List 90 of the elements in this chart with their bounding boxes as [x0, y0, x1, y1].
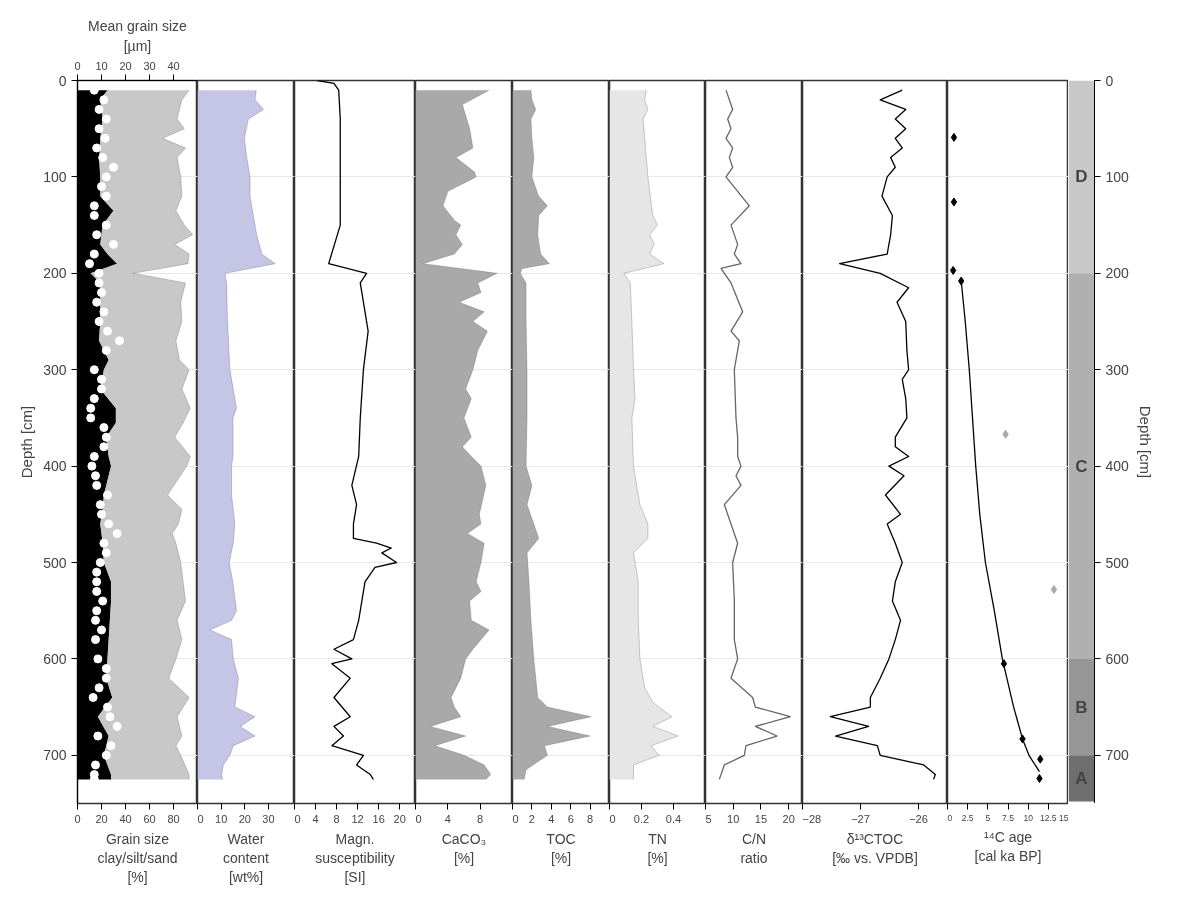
point — [950, 197, 958, 207]
x-tick-label: 4 — [312, 812, 319, 825]
y-tick-label: 700 — [43, 747, 67, 764]
y-tick-label: 0 — [58, 72, 67, 89]
x-tick-label: −27 — [851, 812, 870, 825]
point — [1050, 584, 1058, 594]
x-tick-label: 0 — [294, 812, 301, 825]
x-tick-label: 10 — [1023, 812, 1034, 823]
x2-tick-label: 20 — [119, 59, 132, 72]
point — [1036, 773, 1043, 783]
y-tick-label: 400 — [43, 458, 67, 475]
x2-tick-label: 30 — [143, 59, 156, 72]
y-tick-label: 600 — [1105, 650, 1130, 667]
series-label: B — [1075, 697, 1088, 717]
x-tick-label: 0 — [609, 812, 616, 825]
x-tick-label: 15 — [754, 812, 768, 825]
y-tick-label: 600 — [43, 650, 67, 667]
y-tick-label: 0 — [1105, 72, 1114, 89]
x-tick-label: 80 — [167, 812, 180, 825]
point — [949, 265, 957, 275]
x-tick-label: 30 — [262, 812, 275, 825]
point — [1002, 429, 1009, 439]
bar — [1068, 658, 1095, 756]
y-tick-label: 200 — [43, 265, 67, 282]
x-tick-label: 0 — [512, 812, 519, 825]
bar — [1068, 80, 1095, 274]
point — [1000, 659, 1008, 669]
y-tick-label: 500 — [43, 554, 67, 571]
bar — [1068, 755, 1095, 802]
x-tick-label: 2.5 — [961, 812, 974, 823]
x-tick-label: 0 — [74, 812, 81, 825]
y-axis-title: Depth [cm] — [18, 405, 36, 479]
y-tick-label: 300 — [43, 361, 67, 378]
x-axis-title: Grain size clay/silt/sand [%] — [97, 830, 178, 885]
x-tick-label: 20 — [95, 812, 108, 825]
x-tick-label: 0 — [415, 812, 422, 825]
x-tick-label: 40 — [119, 812, 132, 825]
x-tick-label: 20 — [393, 812, 406, 825]
x-axis-title: CaCO₃ [%] — [441, 830, 487, 866]
x-tick-label: 10 — [215, 812, 228, 825]
x-tick-label: 8 — [333, 812, 340, 825]
x-tick-label: 20 — [782, 812, 795, 825]
y-tick-label: 300 — [1105, 361, 1130, 378]
x-tick-label: 12 — [351, 812, 364, 825]
x-tick-label: 60 — [143, 812, 156, 825]
x-tick-label: 7.5 — [1002, 812, 1015, 823]
x-tick-label: 0 — [947, 812, 953, 823]
point — [1037, 754, 1044, 764]
x-tick-label: 8 — [477, 812, 484, 825]
x-tick-label: 16 — [372, 812, 385, 825]
x-tick-label: 4 — [548, 812, 555, 825]
x-axis-title: TN [%] — [647, 830, 668, 866]
x-tick-label: 2 — [528, 812, 535, 825]
x-axis-title: C/N ratio — [740, 830, 768, 866]
y-axis-title: Depth [cm] — [1136, 405, 1154, 479]
bar — [1068, 273, 1095, 659]
y-tick-label: 100 — [43, 168, 67, 185]
point — [1019, 734, 1026, 744]
x-tick-label: 6 — [567, 812, 574, 825]
x-tick-label: 10 — [727, 812, 740, 825]
x-tick-label: 20 — [238, 812, 251, 825]
x-tick-label: 15 — [1059, 812, 1069, 823]
x2-axis-title: Mean grain size [µm] — [88, 18, 188, 54]
x-axis-title: ¹⁴C age [cal ka BP] — [974, 828, 1042, 864]
x-tick-label: 8 — [587, 812, 594, 825]
y-tick-label: 200 — [1105, 265, 1130, 282]
point — [958, 276, 965, 286]
x-tick-label: 5 — [985, 812, 991, 823]
x-tick-label: 5 — [705, 812, 712, 825]
series-label: C — [1075, 456, 1088, 476]
x2-tick-label: 40 — [167, 59, 180, 72]
x-tick-label: 0.2 — [633, 812, 650, 825]
x-tick-label: 0 — [197, 812, 204, 825]
y-tick-label: 700 — [1105, 747, 1130, 764]
x-tick-label: −26 — [909, 812, 928, 825]
x-axis-title: Magn. susceptibility [SI] — [315, 830, 395, 885]
series-label: D — [1075, 167, 1088, 187]
x-axis-title: TOC [%] — [546, 830, 576, 866]
x-axis-title: Water content [wt%] — [223, 830, 270, 885]
x-tick-label: 12.5 — [1040, 812, 1057, 823]
x2-tick-label: 0 — [74, 59, 81, 72]
x-tick-label: −28 — [802, 812, 822, 825]
x-tick-label: 4 — [444, 812, 451, 825]
y-tick-label: 400 — [1105, 458, 1130, 475]
y-tick-label: 500 — [1105, 554, 1130, 571]
x-tick-label: 0.4 — [665, 812, 682, 825]
y-tick-label: 100 — [1105, 168, 1130, 185]
point — [950, 132, 958, 142]
x2-tick-label: 10 — [95, 59, 108, 72]
x-axis-title: δ¹³CTOC [‰ vs. VPDB] — [832, 830, 918, 866]
